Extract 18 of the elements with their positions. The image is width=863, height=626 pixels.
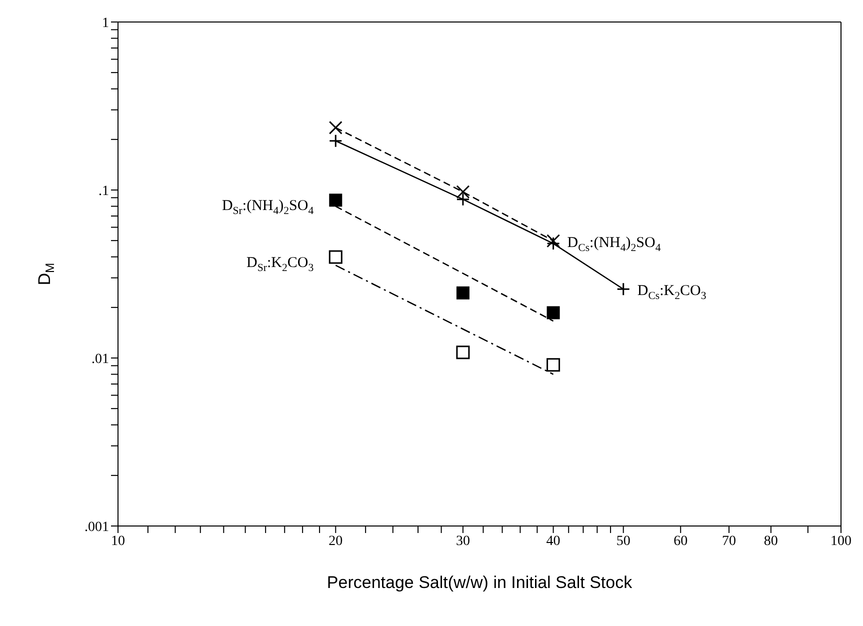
y-tick-label: .1 [98, 184, 109, 199]
series-label: D$_{Sr}$:K$_{2}$CO$_{3}$ [246, 255, 314, 274]
x-tick-label: 70 [722, 534, 736, 549]
x-tick-label: 20 [328, 534, 343, 549]
series-label: D$_{Cs}$:K$_{2}$CO$_{3}$ [637, 283, 706, 302]
x-tick-label: 100 [830, 534, 852, 549]
series-label: D$_{Cs}$:(NH$_{4}$)$_{2}$SO$_{4}$ [567, 234, 662, 254]
x-tick-label: 40 [546, 534, 560, 549]
y-tick-label: 1 [102, 16, 109, 31]
y-tick-label: .001 [84, 520, 109, 535]
x-tick-label: 80 [764, 534, 778, 549]
x-tick-label: 30 [456, 534, 470, 549]
x-tick-label: 50 [616, 534, 630, 549]
x-tick-label: 10 [111, 534, 125, 549]
x-tick-label: 60 [674, 534, 688, 549]
x-axis-title: Percentage Salt(w/w) in Initial Salt Stock [326, 573, 633, 592]
y-tick-label: .01 [92, 352, 109, 367]
series-label: D$_{Sr}$:(NH$_{4}$)$_{2}$SO$_{4}$ [222, 198, 314, 218]
